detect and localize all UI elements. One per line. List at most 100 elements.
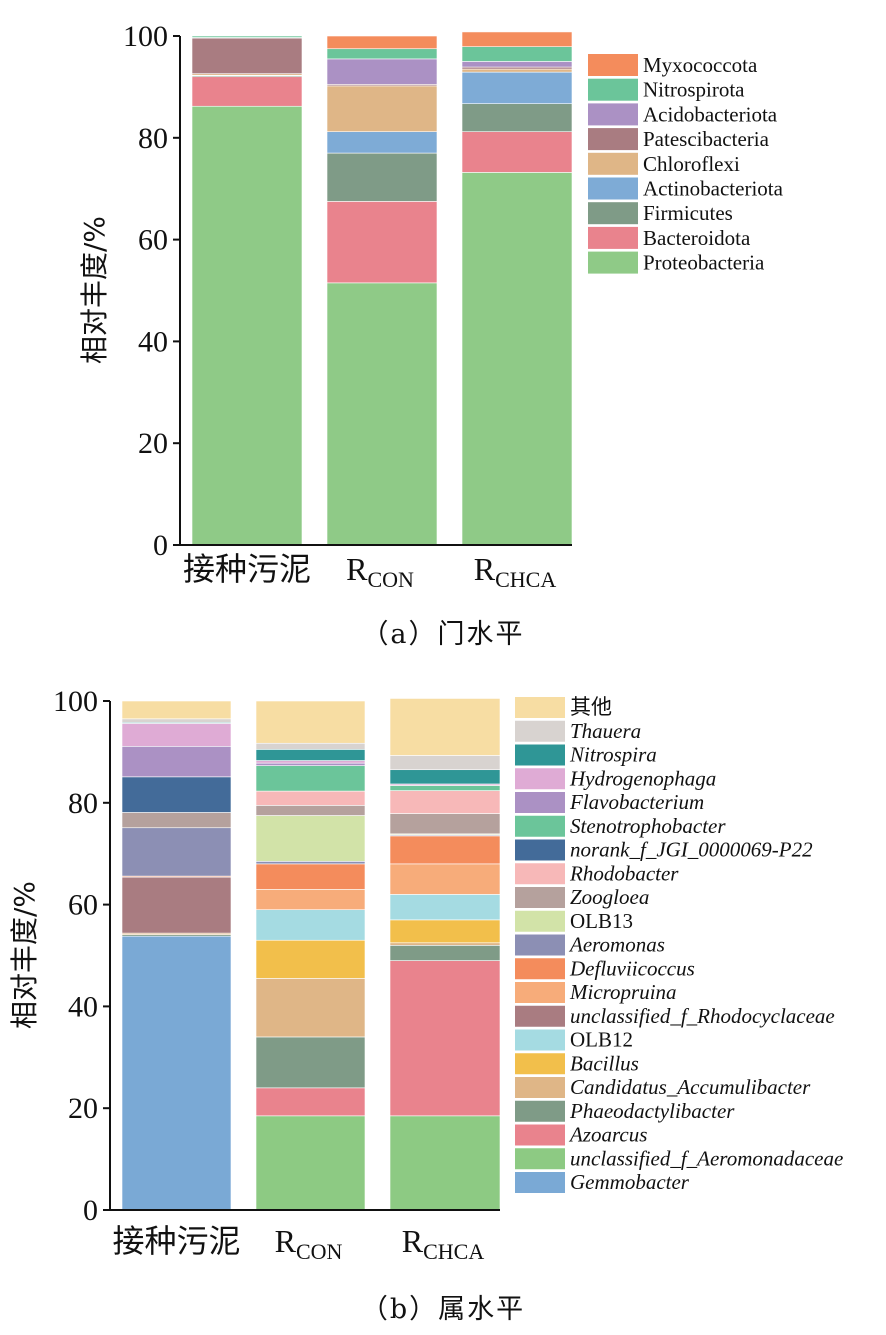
legend-item: Micropruina [515, 980, 677, 1004]
bar-segment [461, 61, 573, 68]
legend-label: Nitrospira [569, 743, 657, 767]
legend-label: Micropruina [569, 980, 677, 1004]
legend-swatch [515, 697, 565, 718]
bar-segment [255, 765, 366, 792]
legend-label: Proteobacteria [643, 251, 765, 275]
x-tick-label: RCHCA [474, 551, 557, 592]
bar-segment [326, 131, 438, 154]
bar-segment [389, 863, 501, 895]
bar-segment [255, 742, 366, 750]
bar-segment [191, 105, 303, 546]
legend-swatch [515, 1029, 565, 1051]
legend-label: OLB13 [570, 909, 633, 933]
y-tick-label: 100 [123, 20, 168, 53]
legend-item: Flavobacterium [515, 790, 704, 814]
bar-segment [255, 978, 366, 1038]
y-tick-label: 0 [153, 529, 168, 562]
y-axis-label: 相对丰度/% [78, 216, 111, 364]
bar-segment [326, 35, 438, 50]
legend-label: Chloroflexi [643, 152, 740, 176]
bar-segment [389, 835, 501, 865]
legend-swatch [515, 1005, 565, 1027]
bar-segment [121, 827, 232, 877]
legend-swatch [515, 934, 565, 956]
legend-label: Bacteroidota [643, 226, 751, 250]
y-tick-label: 20 [68, 1092, 98, 1125]
legend-label: Azoarcus [568, 1123, 647, 1147]
legend-swatch [515, 1124, 565, 1146]
bar-segment [255, 790, 366, 806]
legend-item: Nitrospirota [588, 78, 745, 102]
legend-swatch [515, 1053, 565, 1075]
chart-phylum-level: 0 20 40 60 80 100 相对丰度/% 接种污泥 RCON RCHCA Myxococco… [78, 20, 784, 650]
legend-swatch [515, 887, 565, 908]
y-tick-label: 80 [138, 122, 168, 155]
legend-label: Candidatus_Accumulibacter [570, 1075, 811, 1099]
bar-segment [461, 31, 573, 47]
legend-label: Zoogloea [570, 885, 649, 909]
legend-item: Azoarcus [515, 1123, 647, 1147]
bar-segment [461, 172, 573, 546]
legend-swatch [515, 839, 565, 861]
legend-label: Phaeodactylibacter [569, 1099, 735, 1123]
legend-swatch [588, 251, 638, 274]
bar-segment [191, 76, 303, 107]
legend-item: unclassified_f_Aeromonadaceae [515, 1146, 843, 1170]
legend-swatch [515, 815, 565, 837]
legend-swatch [588, 54, 638, 76]
legend: MyxococcotaNitrospirotaAcidobacteriotaPa… [588, 53, 784, 275]
legend-swatch [515, 910, 565, 932]
legend-item: Zoogloea [515, 885, 649, 909]
legend-item: Proteobacteria [588, 251, 765, 275]
legend-swatch [588, 128, 638, 151]
legend-item: Bacteroidota [588, 226, 751, 250]
legend-label: OLB12 [570, 1028, 633, 1052]
bar-segment [255, 805, 366, 816]
legend-label: Nitrospirota [643, 78, 745, 102]
legend-item: Bacillus [515, 1051, 639, 1075]
bar-segment [326, 201, 438, 284]
legend-swatch [515, 768, 565, 790]
bar-segment [389, 960, 501, 1117]
legend-swatch [515, 1100, 565, 1122]
legend-label: Rhodobacter [569, 861, 679, 885]
bar-segment [326, 85, 438, 132]
legend-swatch [588, 177, 638, 200]
legend-item: Candidatus_Accumulibacter [515, 1075, 811, 1099]
bar-segment [191, 37, 303, 74]
legend-item: Stenotrophobacter [515, 814, 726, 838]
legend-label: norank_f_JGI_0000069-P22 [570, 838, 813, 862]
y-tick-label: 80 [68, 787, 98, 820]
bar-segment [255, 1036, 366, 1089]
bar-segment [255, 861, 366, 865]
legend-swatch [515, 982, 565, 1003]
y-tick-label: 40 [138, 325, 168, 358]
bar-segment [389, 755, 501, 771]
legend-item: Actinobacteriota [588, 177, 784, 201]
legend-item: OLB13 [515, 909, 633, 933]
bar-segment [389, 769, 501, 785]
legend-label: Stenotrophobacter [570, 814, 726, 838]
x-tick-label: RCHCA [402, 1223, 485, 1264]
bar-segment [461, 131, 573, 173]
bar-segment [255, 909, 366, 941]
legend-swatch [588, 78, 638, 101]
bar-segment [191, 35, 303, 38]
legend-item: Phaeodactylibacter [515, 1099, 735, 1123]
legend-item: Defluviicoccus [515, 956, 695, 980]
legend-label: Thauera [570, 719, 641, 743]
legend-item: 其他 [515, 695, 612, 719]
legend-label: Acidobacteriota [643, 102, 778, 126]
legend-label: 其他 [570, 695, 612, 719]
legend: 其他ThaueraNitrospiraHydrogenophagaFlavoba… [515, 695, 843, 1194]
legend-swatch [515, 792, 565, 813]
y-tick-label: 60 [138, 224, 168, 257]
bar-stack [191, 35, 303, 546]
bar-segment [389, 790, 501, 814]
legend-label: unclassified_f_Rhodocyclaceae [570, 1004, 835, 1028]
bar-segment [389, 945, 501, 961]
bar-segment [121, 935, 232, 1211]
legend-item: Acidobacteriota [588, 102, 778, 126]
legend-label: unclassified_f_Aeromonadaceae [570, 1146, 843, 1170]
